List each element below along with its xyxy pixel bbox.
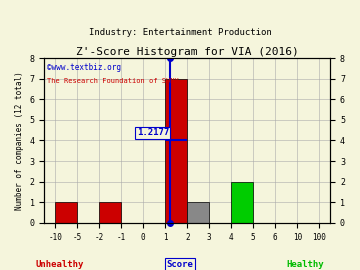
Bar (187, 202, 209, 223)
Bar (231, 182, 253, 223)
Text: Industry: Entertainment Production: Industry: Entertainment Production (89, 28, 271, 37)
Y-axis label: Number of companies (12 total): Number of companies (12 total) (15, 71, 24, 210)
Text: 1.2177: 1.2177 (137, 129, 169, 137)
Text: ©www.textbiz.org: ©www.textbiz.org (47, 63, 121, 72)
Text: Unhealthy: Unhealthy (36, 260, 84, 269)
Bar (55, 202, 77, 223)
Title: Z'-Score Histogram for VIA (2016): Z'-Score Histogram for VIA (2016) (76, 48, 299, 58)
Text: The Research Foundation of SUNY: The Research Foundation of SUNY (47, 78, 179, 84)
Bar (165, 79, 187, 223)
Bar (99, 202, 121, 223)
Text: Healthy: Healthy (286, 260, 324, 269)
Text: Score: Score (167, 260, 193, 269)
